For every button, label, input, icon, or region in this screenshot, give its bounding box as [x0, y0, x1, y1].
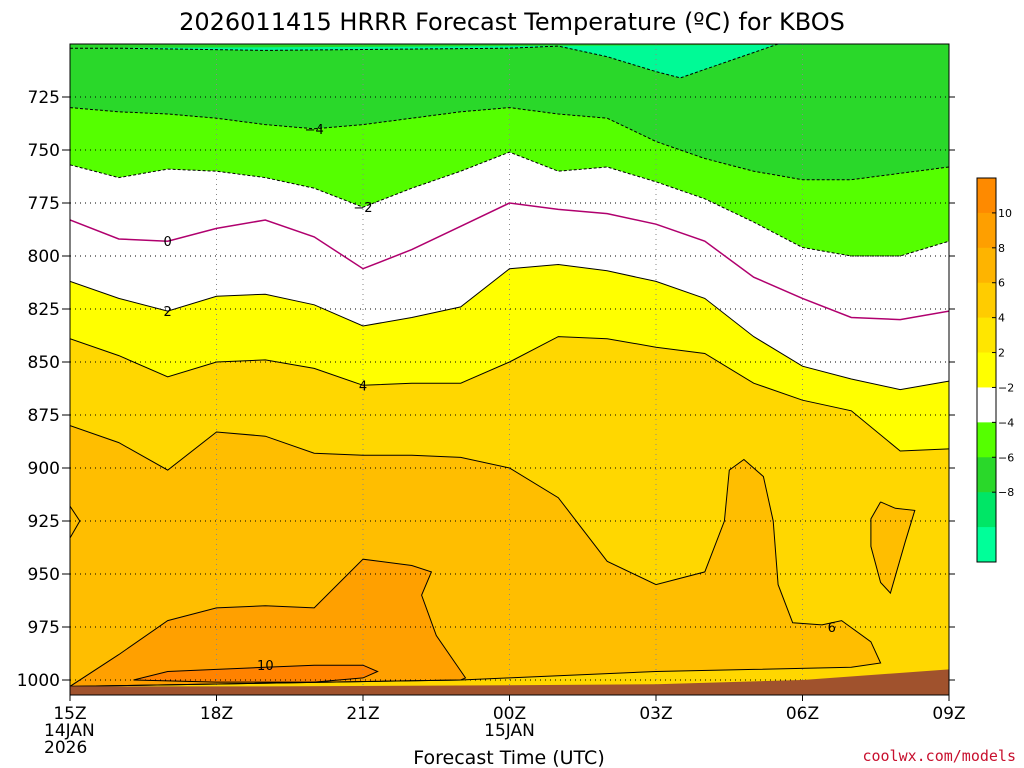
- isotherm-labels: −4 −2 0 2 4 6 10: [164, 123, 836, 674]
- colorbar-label: 4: [998, 312, 1005, 325]
- x-tick-label: 2026: [44, 738, 87, 758]
- band-fill-minus6: [70, 44, 949, 78]
- y-tick-label: 800: [28, 247, 60, 267]
- y-tick-label: 825: [28, 300, 60, 320]
- colorbar-swatch: [977, 422, 996, 458]
- isotherm--2: [70, 151, 949, 257]
- ground-fill: [70, 669, 949, 695]
- colorbar-swatch: [977, 212, 996, 249]
- isotherm-label: 10: [257, 659, 274, 674]
- colorbar-swatch: [977, 247, 996, 284]
- isotherm-label: 4: [359, 379, 367, 394]
- y-tick-label: 775: [28, 194, 60, 214]
- colorbar-swatch: [977, 178, 996, 214]
- band-fill-8: [70, 559, 466, 687]
- colorbar: 10 8 6 4 2 −2 −4 −6 −8: [976, 177, 1014, 563]
- grid: [70, 44, 949, 695]
- colorbar-swatch: [977, 317, 996, 354]
- isotherm--4: [70, 44, 949, 181]
- colorbar-swatch: [977, 527, 996, 563]
- colorbar-label: 6: [998, 277, 1005, 290]
- y-tick-label: 925: [28, 512, 60, 532]
- colorbar-swatch: [977, 492, 996, 528]
- colorbar-swatch: [977, 352, 996, 388]
- x-tick-label: 15JAN: [484, 721, 535, 741]
- x-tick-label: 21Z: [346, 704, 379, 724]
- x-axis-label: Forecast Time (UTC): [413, 747, 604, 768]
- y-axis: 725 750 775 800 825 850 875 900 925 950 975 1000: [17, 88, 955, 691]
- y-tick-label: 950: [28, 565, 60, 585]
- colorbar-label: −8: [998, 486, 1014, 499]
- band-fill-10: [133, 665, 378, 683]
- x-tick-label: 15Z: [53, 704, 86, 724]
- isotherm-lines: [70, 44, 949, 687]
- warm-pocket-0: [70, 506, 80, 538]
- colorbar-swatch: [977, 457, 996, 493]
- isotherm-label: −4: [305, 123, 324, 138]
- y-tick-label: 750: [28, 141, 60, 161]
- isotherm-6: [70, 425, 882, 687]
- y-tick-label: 1000: [17, 671, 60, 691]
- x-tick-label: 06Z: [786, 704, 819, 724]
- y-tick-label: 900: [28, 459, 60, 479]
- isotherm-0: [70, 202, 949, 321]
- y-tick-label: 875: [28, 406, 60, 426]
- colorbar-frame: [976, 177, 997, 563]
- isotherm-10: [133, 664, 379, 683]
- isotherm-4: [70, 336, 949, 452]
- colorbar-label: −4: [998, 416, 1014, 429]
- x-tick-label: 14JAN: [44, 721, 95, 741]
- colorbar-label: 8: [998, 242, 1005, 255]
- x-tick-label: 09Z: [932, 704, 965, 724]
- credit-link[interactable]: coolwx.com/models: [862, 747, 1016, 765]
- isotherm-pocket-1: [870, 501, 916, 595]
- ground: [70, 669, 949, 695]
- colorbar-swatch: [977, 387, 996, 423]
- y-tick-label: 725: [28, 88, 60, 108]
- x-tick-label: 18Z: [200, 704, 233, 724]
- y-tick-label: 850: [28, 353, 60, 373]
- isotherm-8: [70, 558, 467, 687]
- isotherm-label: 0: [164, 235, 172, 250]
- isotherm-label: 2: [164, 305, 172, 320]
- x-tick-label: 00Z: [493, 704, 526, 724]
- y-tick-label: 975: [28, 618, 60, 638]
- isotherm-2: [70, 263, 949, 391]
- colorbar-label: −6: [998, 451, 1014, 464]
- colorbar-swatch: [977, 282, 996, 319]
- colorbar-label: 10: [998, 207, 1012, 220]
- chart-title: 2026011415 HRRR Forecast Temperature (ºC…: [179, 8, 845, 36]
- isotherm-label: 6: [828, 621, 836, 636]
- colorbar-label: −2: [998, 381, 1014, 394]
- isotherm-label: −2: [353, 201, 372, 216]
- temperature-bands: [70, 44, 949, 695]
- x-tick-label: 03Z: [639, 704, 672, 724]
- warm-pocket-1: [870, 501, 915, 594]
- colorbar-label: 2: [998, 347, 1005, 360]
- isotherm-pocket-0: [70, 505, 81, 539]
- isotherm--6: [70, 44, 949, 79]
